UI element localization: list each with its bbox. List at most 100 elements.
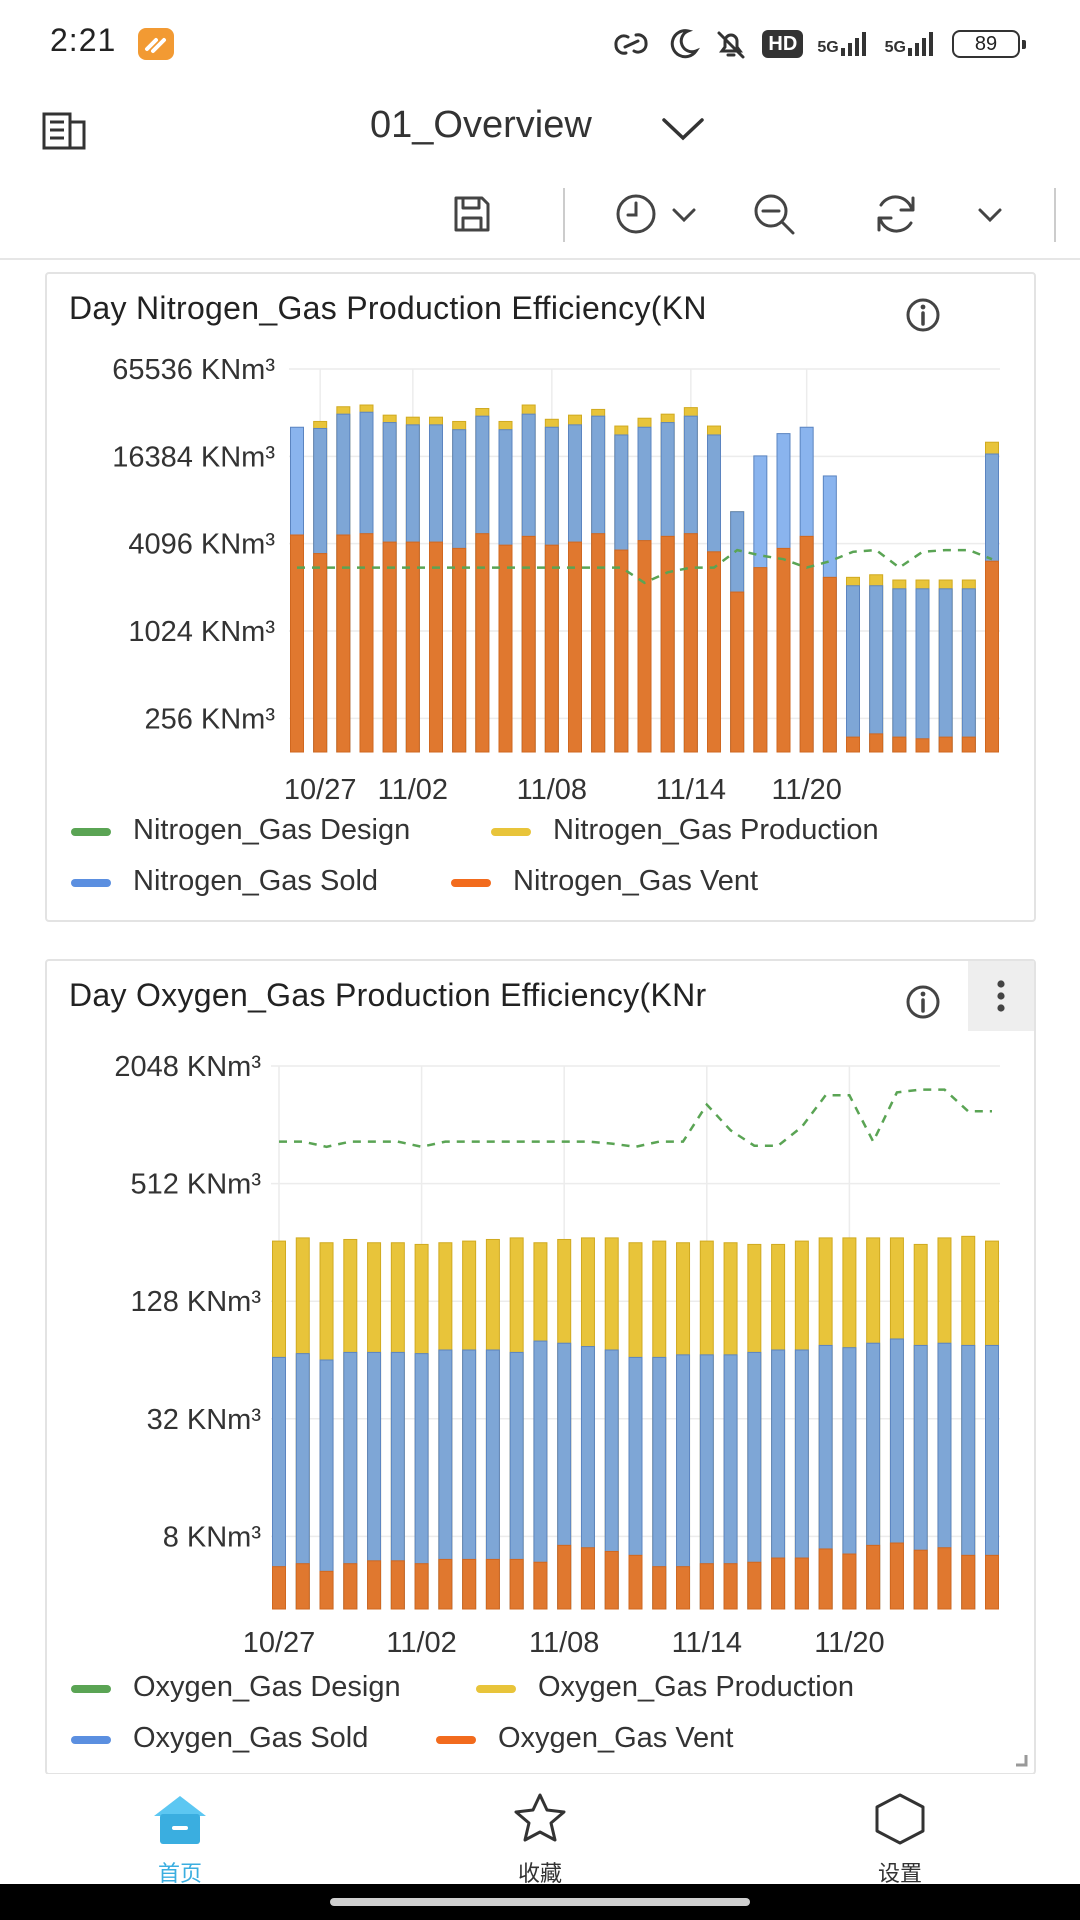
refresh-icon[interactable] [872,190,920,238]
bottom-navigation: 首页 收藏 设置 [0,1774,1080,1886]
bar-vent [438,1558,453,1610]
bar-vent [753,567,768,753]
bar-vent [498,544,513,753]
network-type-1: 5G [817,39,839,56]
bar-vent [683,533,698,753]
bar-vent [533,1561,548,1610]
bar-sold [961,588,976,753]
zoom-out-icon[interactable] [750,190,798,238]
bar-vent [747,1561,762,1610]
legend-swatch-design [71,1685,111,1693]
bar-vent [367,1560,382,1610]
save-icon[interactable] [448,190,496,238]
nav-label-home: 首页 [157,1861,202,1886]
bar-vent [272,1566,286,1610]
toolbar-divider [563,188,565,242]
bar-vent [961,736,976,753]
system-gesture-bar [0,1884,1080,1920]
battery-indicator: 89 [952,30,1026,58]
legend-swatch-vent [451,879,491,887]
bar-vent [382,541,397,753]
resize-handle-icon[interactable] [1014,1753,1028,1767]
bar-sold [915,588,930,753]
panel-menu-button[interactable] [968,961,1034,1031]
nav-item-favorites[interactable]: 收藏 [470,1792,610,1888]
bar-vent [869,733,884,753]
bar-vent [485,1558,500,1610]
legend-swatch-sold [71,1736,111,1744]
bar-vent [913,1549,928,1610]
legend-label: Nitrogen_Gas Vent [513,865,759,897]
clock-icon[interactable] [612,190,660,238]
legend-label: Nitrogen_Gas Design [133,814,411,846]
bar-vent [336,534,351,753]
bar-vent [568,541,582,753]
x-tick-label: 11/08 [529,1627,599,1659]
bar-vent [652,1566,667,1610]
bar-vent [405,541,420,753]
y-tick-label: 1024 KNm³ [128,616,275,648]
refresh-interval-chevron-down-icon[interactable] [972,190,1008,238]
bar-vent [509,1558,524,1610]
bar-vent [866,1544,881,1610]
bar-vent [985,560,999,753]
legend-label: Oxygen_Gas Design [133,1671,401,1703]
oxygen-chart[interactable]: 2048 KNm³ 512 KNm³ 128 KNm³ 32 KNm³ 8 KNm³ 10… [47,961,1034,1676]
bar-vent [961,1554,976,1610]
bar-sold [869,585,884,753]
bar-vent [462,1558,477,1610]
bar-vent [604,1550,619,1610]
home-indicator[interactable] [330,1898,750,1906]
info-icon[interactable] [902,294,944,336]
bar-vent [429,541,443,753]
x-tick-label: 10/27 [284,774,357,806]
moon-icon [671,29,701,59]
nav-item-home[interactable]: 首页 [110,1792,250,1888]
bar-vent [730,591,745,753]
dashboard-toolbar [0,176,1080,260]
y-tick-label: 256 KNm³ [144,703,275,735]
nav-item-settings[interactable]: 设置 [830,1792,970,1888]
nitrogen-chart[interactable]: 65536 KNm³ 16384 KNm³ 4096 KNm³ 1024 KNm³ 25… [47,274,1034,814]
time-range-chevron-down-icon[interactable] [666,190,702,238]
bar-vent [343,1563,358,1610]
x-tick-label: 10/27 [243,1627,316,1659]
x-tick-label: 11/02 [386,1627,456,1659]
info-icon[interactable] [902,981,944,1023]
bar-vent [822,576,837,753]
bar-vent [452,547,467,753]
bar-vent [915,738,930,753]
legend-swatch-design [71,828,111,836]
y-tick-label: 4096 KNm³ [128,529,275,561]
bar-vent [475,533,490,753]
bar-vent [892,736,907,753]
oxygen-chart-panel[interactable]: Day Oxygen_Gas Production Efficiency(KNr… [45,959,1036,1775]
bar-sold [938,588,953,753]
bar-vent [557,1544,572,1610]
dashboard-title[interactable]: 01_Overview [370,104,592,146]
legend-swatch-production [476,1685,516,1693]
bar-vent [723,1563,738,1610]
bar-vent [771,1557,786,1610]
bar-vent [295,1563,310,1610]
bar-vent [637,540,652,753]
bar-vent [580,1547,595,1610]
dashboard-list-icon[interactable] [40,106,90,156]
bar-vent [846,736,860,753]
x-tick-label: 11/02 [378,774,448,806]
bar-vent [985,1554,999,1610]
link-icon [614,33,648,55]
design-line [279,1088,992,1149]
bar-vent [390,1560,405,1610]
bar-vent [614,549,629,753]
nitrogen-chart-panel[interactable]: Day Nitrogen_Gas Production Efficiency(K… [45,272,1036,922]
more-vertical-icon [997,980,1005,1012]
legend-swatch-production [491,828,531,836]
chevron-down-icon[interactable] [660,114,706,144]
bar-vent [313,553,328,753]
hd-badge: HD [762,30,804,58]
y-tick-label: 512 KNm³ [130,1169,261,1201]
bar-vent [628,1554,643,1610]
y-tick-label: 65536 KNm³ [112,354,275,386]
